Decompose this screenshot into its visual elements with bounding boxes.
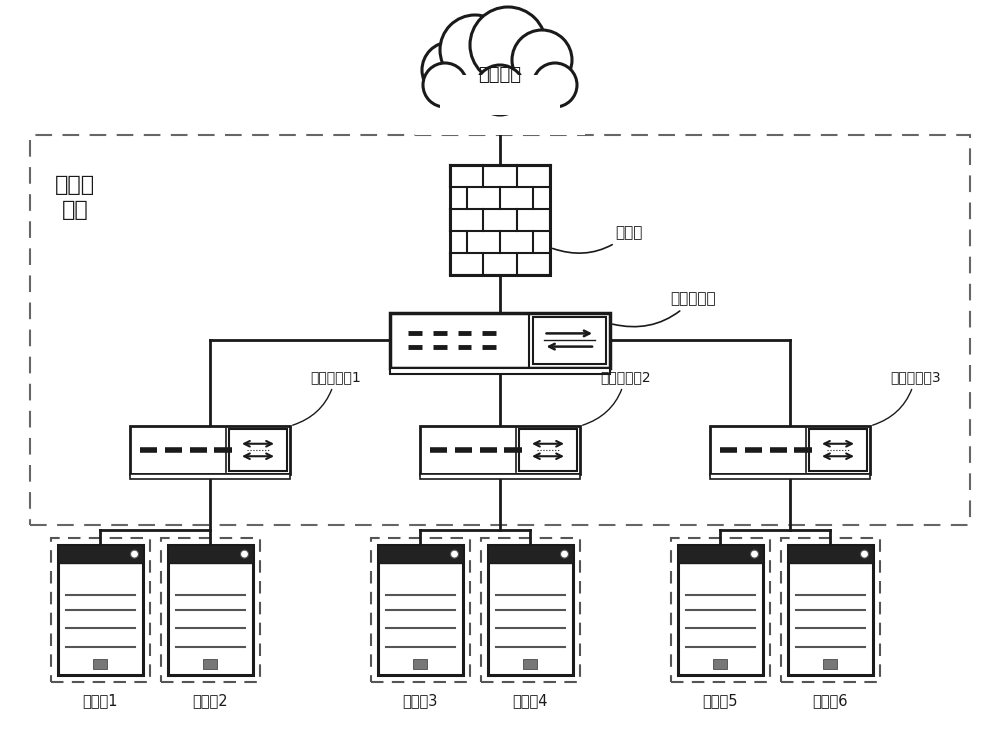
Text: 载体交
换机: 载体交 换机 (55, 175, 95, 220)
Circle shape (560, 550, 568, 558)
Circle shape (423, 63, 467, 107)
Bar (203, 659, 217, 669)
Bar (160, 538, 260, 682)
Bar (378, 545, 462, 563)
Bar (130, 474, 290, 479)
Bar (823, 659, 837, 669)
Bar (390, 313, 610, 367)
Bar (710, 426, 870, 474)
Text: 虚拟交换机1: 虚拟交换机1 (293, 370, 361, 425)
Bar (780, 538, 880, 682)
Bar (420, 426, 580, 474)
Circle shape (512, 30, 572, 90)
Circle shape (440, 15, 510, 85)
Text: 虚拟机3: 虚拟机3 (402, 693, 438, 708)
Bar (519, 429, 577, 471)
Text: 虚拟交换机2: 虚拟交换机2 (583, 370, 651, 425)
Text: 虚拟机2: 虚拟机2 (192, 693, 228, 708)
Bar (229, 429, 287, 471)
Bar (420, 474, 580, 479)
Bar (523, 659, 537, 669)
Bar (93, 659, 107, 669)
Circle shape (533, 63, 577, 107)
Bar (480, 538, 580, 682)
Bar (58, 545, 143, 563)
Bar (788, 545, 872, 563)
Bar (450, 165, 550, 275)
Bar (678, 545, 763, 675)
Text: 虚拟机4: 虚拟机4 (512, 693, 548, 708)
Text: 虚拟机1: 虚拟机1 (82, 693, 118, 708)
Bar (58, 545, 143, 675)
Circle shape (750, 550, 759, 558)
Circle shape (475, 65, 525, 115)
Text: 虚拟机6: 虚拟机6 (812, 693, 848, 708)
Text: 虚拟交换机3: 虚拟交换机3 (873, 370, 941, 425)
Bar (415, 80, 585, 135)
Bar (130, 426, 290, 474)
Circle shape (422, 42, 478, 98)
Bar (168, 545, 252, 675)
Bar (533, 316, 606, 364)
Bar (809, 429, 867, 471)
Bar (50, 538, 150, 682)
Bar (168, 545, 252, 563)
Bar (488, 545, 572, 563)
Bar (378, 545, 462, 675)
Circle shape (240, 550, 248, 558)
Circle shape (860, 550, 868, 558)
Bar (30, 135, 970, 525)
Text: 外部网络: 外部网络 (479, 66, 522, 84)
Bar (440, 75, 560, 115)
Bar (488, 545, 572, 675)
Circle shape (450, 550, 458, 558)
Bar (370, 538, 470, 682)
Circle shape (470, 7, 546, 83)
Text: 虚拟机5: 虚拟机5 (702, 693, 738, 708)
Bar (710, 474, 870, 479)
Bar (390, 367, 610, 373)
Text: 虚拟路由器: 虚拟路由器 (613, 291, 716, 326)
Bar (678, 545, 763, 563)
Bar (713, 659, 727, 669)
Text: 防火墙: 防火墙 (553, 225, 642, 253)
Circle shape (130, 550, 138, 558)
Bar (413, 659, 427, 669)
Bar (670, 538, 770, 682)
Bar (788, 545, 872, 675)
